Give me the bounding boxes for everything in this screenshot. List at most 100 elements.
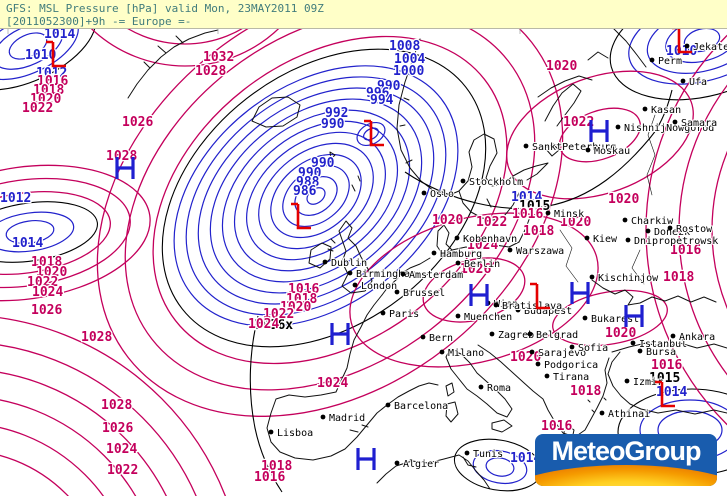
pressure-label-1028: 1028: [106, 149, 137, 164]
city-dot-Hamburg: [431, 250, 437, 256]
city-label-Brussel: Brussel: [403, 288, 445, 299]
pressure-label-1022: 1022: [107, 463, 138, 478]
isobar-atlantic-low: [233, 120, 399, 272]
high-pressure-symbol: [624, 305, 644, 327]
pressure-label-1016: 1016: [670, 243, 701, 258]
pressure-label-1014: 1014: [510, 451, 541, 466]
city-dot-Ankara: [670, 333, 676, 339]
pressure-label-1022: 1022: [22, 101, 53, 116]
city-dot-Sarajevo: [529, 349, 535, 355]
isobar-atlantic-low: [221, 109, 411, 283]
city-dot-Izmir: [624, 378, 630, 384]
isobar-ural-low: [683, 28, 721, 53]
river-dnieper: [559, 229, 579, 283]
coastline-faroe: [329, 151, 361, 192]
pressure-label-1022: 1022: [476, 215, 507, 230]
city-dot-Jekaterinburg: [684, 43, 690, 49]
city-dot-Charkiw: [622, 217, 628, 223]
city-dot-Dnipropetrowsk: [625, 237, 631, 243]
pressure-label-1014: 1014: [12, 236, 43, 251]
logo-text: MeteoGroup: [551, 436, 702, 466]
isobar-tunis-low: [485, 457, 515, 477]
meteogroup-logo: MeteoGroup: [535, 434, 717, 486]
isobar-norwegian-low: [356, 121, 386, 147]
city-label-Istanbul: Istanbul: [639, 339, 687, 350]
isobar-atlantic-outer-high: [96, 28, 564, 417]
reference-isobar-layer: [249, 89, 673, 493]
pressure-label-1016: 1016: [37, 74, 68, 89]
city-label-Stockholm: Stockholm: [469, 177, 523, 188]
city-dot-Podgorica: [535, 361, 541, 367]
city-label-Izmir: Izmir: [633, 377, 663, 388]
isobar-azores-high: [0, 454, 69, 496]
city-dot-Amsterdam: [400, 271, 406, 277]
city-label-Zagreb: Zagreb: [498, 330, 534, 341]
pressure-label-990: 990: [298, 166, 322, 181]
coastline-great-britain: [327, 220, 373, 294]
city-label-Budapest: Budapest: [524, 306, 572, 317]
city-dot-Stockholm: [460, 178, 466, 184]
city-label-London: London: [361, 281, 397, 292]
isobar-ural-low-ref: [609, 28, 727, 101]
isobar-atlantic-low: [306, 187, 326, 205]
city-label-Amsterdam: Amsterdam: [409, 270, 463, 281]
city-label-Tunis: Tunis: [473, 449, 503, 460]
isobar-russia-high: [559, 107, 641, 163]
isobar-atlantic-low: [258, 142, 374, 250]
title-bar: GFS: MSL Pressure [hPa] valid Mon, 23MAY…: [0, 0, 727, 29]
city-label-Oslo: Oslo: [430, 189, 454, 200]
city-dot-Barcelona: [385, 402, 391, 408]
pressure-label-1020: 1020: [36, 265, 67, 280]
isobar-norwegian-low: [363, 127, 379, 141]
city-dot-Budapest: [515, 307, 521, 313]
isobar-mid-atlantic-high: [0, 177, 131, 289]
city-label-Charkiw: Charkiw: [631, 216, 674, 227]
pressure-label-1016: 1016: [254, 470, 285, 485]
city-label-Birmingham: Birmingham: [356, 269, 416, 280]
low-pressure-symbol: [655, 380, 675, 408]
pressure-label-1016x: 1016x: [254, 318, 293, 333]
coastline-germany-poland: [451, 241, 520, 251]
city-dot-Lisboa: [268, 429, 274, 435]
coastline-norway: [396, 38, 448, 197]
city-label-Podgorica: Podgorica: [544, 360, 598, 371]
isobar-atlantic-low: [270, 153, 362, 239]
city-label-Hamburg: Hamburg: [440, 249, 482, 260]
city-dot-NishnijNowgorod: [615, 124, 621, 130]
pressure-label-1008: 1008: [389, 39, 420, 54]
isobar-ural-low: [646, 28, 727, 74]
city-label-Madrid: Madrid: [329, 413, 365, 424]
city-dot-SanktPeterburg: [523, 143, 529, 149]
city-dot-Belgrad: [527, 331, 533, 337]
pressure-label-992: 992: [325, 106, 348, 121]
coastline-north-africa: [376, 454, 491, 490]
city-label-Minsk: Minsk: [554, 209, 584, 220]
city-dot-Berlin: [455, 260, 461, 266]
pressure-label-1024: 1024: [248, 317, 279, 332]
city-dot-Moskau: [585, 147, 591, 153]
pressure-label-1026: 1026: [102, 421, 133, 436]
pressure-label-1024: 1024: [317, 376, 348, 391]
pressure-label-1014: 1014: [44, 27, 75, 42]
city-label-Warszawa: Warszawa: [516, 246, 564, 257]
isobar-atlantic-low-ref: [161, 48, 487, 348]
isobar-central-high: [349, 212, 599, 368]
coastline-greenland: [127, 29, 219, 99]
isobar-atlantic-low: [173, 65, 459, 327]
isobar-mid-atlantic-high: [0, 164, 151, 302]
high-pressure-symbol: [469, 284, 489, 306]
pressure-label-1028: 1028: [195, 64, 226, 79]
city-dot-Tirana: [544, 373, 550, 379]
city-dot-Bern: [420, 334, 426, 340]
coastline-corsica-sardinia: [445, 382, 459, 423]
pressure-label-1018: 1018: [663, 270, 694, 285]
pressure-label-1016: 1016: [512, 207, 543, 222]
city-label-Athinai: Athinai: [608, 409, 650, 420]
pressure-label-1022: 1022: [563, 115, 594, 130]
city-label-Roma: Roma: [487, 383, 511, 394]
pressure-label-1022: 1022: [263, 307, 294, 322]
